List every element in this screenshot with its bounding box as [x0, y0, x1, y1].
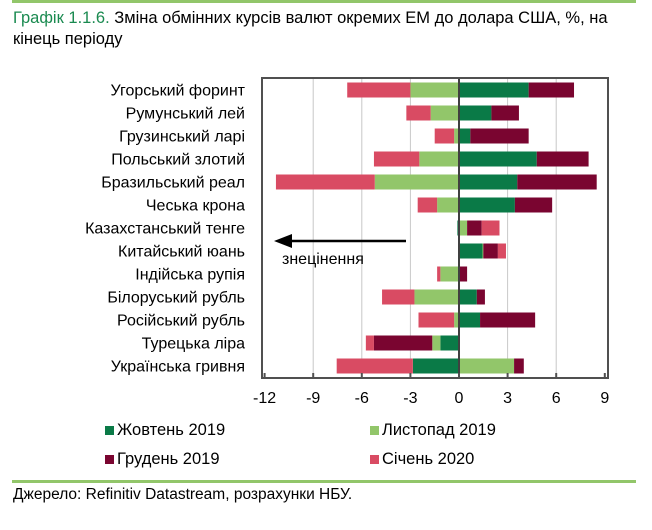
legend-swatch [105, 426, 114, 435]
bar-1-2 [459, 105, 492, 121]
category-label: Китайський юань [118, 244, 245, 261]
x-tick-label: -12 [253, 390, 276, 407]
bar-2-2 [430, 105, 459, 121]
bar-3-10 [476, 289, 485, 305]
bar-4-11 [418, 312, 455, 328]
bar-3-9 [459, 266, 468, 282]
legend-label: Листопад 2019 [382, 421, 496, 439]
bar-1-13 [412, 358, 459, 374]
bar-4-13 [336, 358, 413, 374]
category-label: Індійська рупія [135, 267, 245, 284]
x-tick-label: 6 [552, 390, 561, 407]
bar-2-13 [459, 358, 515, 374]
bar-1-6 [459, 197, 515, 213]
legend-label: Грудень 2019 [117, 450, 220, 468]
legend-label: Січень 2020 [382, 450, 475, 468]
bar-3-11 [480, 312, 536, 328]
bar-1-11 [459, 312, 481, 328]
bar-3-1 [528, 82, 575, 98]
category-label: Угорський форинт [111, 83, 246, 100]
bar-2-4 [419, 151, 459, 167]
x-tick-label: -6 [355, 390, 369, 407]
legend-swatch [370, 426, 379, 435]
bar-1-5 [459, 174, 518, 190]
source-note: Джерело: Refinitiv Datastream, розрахунк… [13, 486, 353, 503]
bar-4-5 [275, 174, 375, 190]
chart-number: Графік 1.1.6. [13, 9, 110, 27]
bar-4-1 [347, 82, 411, 98]
category-label: Польський злотий [111, 152, 245, 169]
category-label: Грузинський ларі [119, 129, 245, 146]
bar-3-7 [467, 220, 482, 236]
bar-4-4 [373, 151, 420, 167]
category-label: Казахстанський тенге [85, 221, 245, 238]
bar-3-4 [536, 151, 589, 167]
legend-label: Жовтень 2019 [117, 421, 226, 439]
legend-item: Жовтень 2019 [105, 421, 225, 440]
bar-3-13 [514, 358, 524, 374]
bar-2-5 [374, 174, 459, 190]
bar-1-1 [459, 82, 529, 98]
bar-4-6 [417, 197, 438, 213]
legend-item: Січень 2020 [370, 450, 474, 469]
bottom-divider [12, 480, 636, 483]
category-label: Українська гривня [111, 359, 245, 376]
bar-4-9 [437, 266, 441, 282]
category-label: Румунський лей [126, 106, 245, 123]
x-tick-label: -3 [403, 390, 417, 407]
category-label: Російський рубль [117, 313, 245, 330]
category-label: Білоруський рубль [107, 290, 245, 307]
chart-title: Графік 1.1.6. Зміна обмінних курсів валю… [13, 8, 633, 50]
bar-2-1 [410, 82, 459, 98]
bar-4-3 [434, 128, 455, 144]
x-tick-label: 9 [600, 390, 609, 407]
bar-2-8 [482, 243, 484, 259]
bar-3-12 [373, 335, 433, 351]
bar-4-7 [481, 220, 500, 236]
legend-swatch [105, 455, 114, 464]
bar-3-8 [483, 243, 498, 259]
bar-1-3 [459, 128, 471, 144]
legend-item: Листопад 2019 [370, 421, 496, 440]
x-tick-label: 0 [455, 390, 464, 407]
bar-1-10 [459, 289, 477, 305]
x-tick-label: -9 [306, 390, 320, 407]
bar-2-6 [437, 197, 459, 213]
bar-1-12 [440, 335, 459, 351]
x-tick-label: 3 [503, 390, 512, 407]
top-divider [12, 0, 636, 3]
annotation-label: знецінення [282, 251, 364, 268]
bar-2-10 [414, 289, 459, 305]
arrow-left-icon [274, 234, 292, 248]
bar-2-3 [454, 128, 459, 144]
bar-3-3 [470, 128, 529, 144]
bar-4-2 [406, 105, 431, 121]
bar-2-9 [440, 266, 459, 282]
legend-item: Грудень 2019 [105, 450, 220, 469]
plot-frame [261, 77, 609, 379]
bar-4-10 [382, 289, 415, 305]
category-label: Бразильський реал [101, 175, 245, 192]
bar-4-12 [365, 335, 374, 351]
bar-4-8 [497, 243, 506, 259]
chart-title-text: Зміна обмінних курсів валют окремих ЕМ д… [13, 9, 608, 48]
bar-2-7 [459, 220, 468, 236]
bar-3-5 [517, 174, 597, 190]
bar-1-8 [459, 243, 483, 259]
bar-3-6 [514, 197, 553, 213]
category-label: Чеська крона [146, 198, 245, 215]
legend-swatch [370, 455, 379, 464]
bar-2-12 [432, 335, 441, 351]
bar-2-11 [454, 312, 459, 328]
category-label: Турецька ліра [142, 336, 245, 353]
bar-1-4 [459, 151, 537, 167]
bar-3-2 [491, 105, 519, 121]
